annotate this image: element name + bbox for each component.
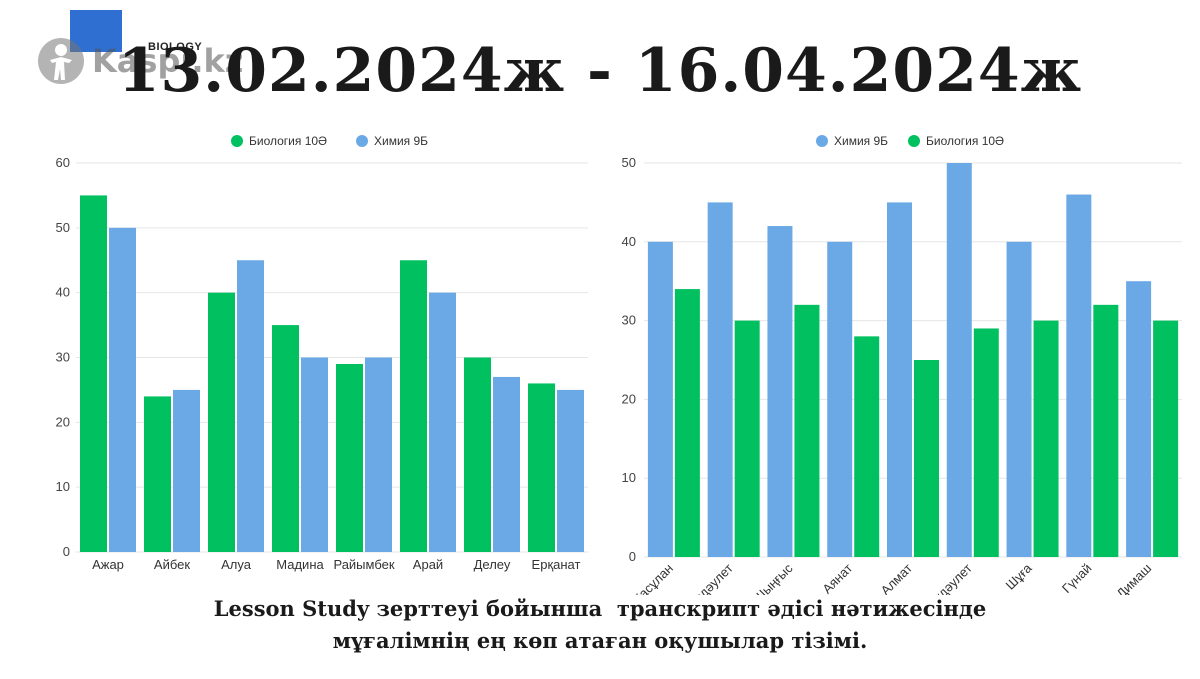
bar-Шыңғыс-series-2 <box>794 304 820 557</box>
bar-Райымбек-series-2 <box>365 357 392 552</box>
x-tick-label: Димаш <box>1113 561 1154 595</box>
bar-Мадина-series-1 <box>272 325 299 552</box>
y-tick-label: 60 <box>56 155 70 170</box>
watermark-text: Kaspi.kz <box>92 42 244 80</box>
legend-swatch <box>356 135 368 147</box>
bar-Аянат-series-1 <box>827 241 853 558</box>
x-tick-label: Нұрдәулет <box>680 560 736 595</box>
bar-Шұға-series-2 <box>1033 320 1059 557</box>
x-tick-label: Аянат <box>819 560 855 595</box>
chart-left: 0 10 20 30 40 50 60 Ажар Айбек Алуа Мадина Райымбек… <box>30 125 600 585</box>
bar-Жасұлан-series-1 <box>647 241 673 558</box>
caption-line-2: мұғалімнің ең көп атаған оқушылар тізімі… <box>332 628 868 653</box>
legend-swatch <box>816 135 828 147</box>
bar-Жасұлан-series-2 <box>674 289 700 557</box>
x-tick-label: Жасұлан <box>627 561 676 595</box>
bar-Нұрдәулет-series-2 <box>734 320 760 557</box>
legend-label: Биология 10Ә <box>926 134 1004 148</box>
legend-label: Химия 9Б <box>834 134 888 148</box>
y-tick-label: 50 <box>622 155 636 170</box>
bar-Шыңғыс-series-1 <box>767 226 793 557</box>
caption-line-1: Lesson Study зерттеуі бойынша транскрипт… <box>213 596 987 621</box>
bar-Шұға-series-1 <box>1006 241 1032 558</box>
logo-block <box>70 10 122 52</box>
x-tick-label: Алмат <box>878 560 916 595</box>
bar-Бақдәулет-series-1 <box>946 163 972 557</box>
bar-Ерқанат-series-2 <box>557 389 584 552</box>
y-tick-label: 20 <box>56 414 70 429</box>
bar-Райымбек-series-1 <box>336 363 363 552</box>
legend-swatch <box>908 135 920 147</box>
watermark: Kaspi.kz <box>36 36 243 86</box>
y-tick-label: 0 <box>63 544 70 559</box>
legend-label: Биология 10Ә <box>249 134 327 148</box>
x-tick-label: Бақдәулет <box>920 560 975 595</box>
bar-Гүнай-series-2 <box>1093 304 1119 557</box>
subject-tag: BIOLOGY <box>148 41 203 53</box>
y-tick-label: 50 <box>56 220 70 235</box>
legend-swatch <box>231 135 243 147</box>
bar-Нұрдәулет-series-1 <box>707 202 733 557</box>
bar-Аянат-series-2 <box>854 336 880 557</box>
y-tick-label: 30 <box>622 313 636 328</box>
bar-Димаш-series-2 <box>1153 320 1179 557</box>
x-tick-label: Ажар <box>92 557 124 572</box>
y-tick-label: 10 <box>56 479 70 494</box>
y-tick-label: 20 <box>622 391 636 406</box>
x-tick-label: Арай <box>413 557 443 572</box>
x-tick-label: Райымбек <box>333 557 394 572</box>
x-tick-label: Делеу <box>474 557 511 572</box>
bar-Арай-series-2 <box>429 292 456 552</box>
y-tick-label: 40 <box>622 234 636 249</box>
y-tick-label: 0 <box>629 549 636 564</box>
x-tick-label: Шыңғыс <box>750 560 796 595</box>
chart-right-svg: 0 10 20 30 40 50 Жасұлан Нұрдәулет Шыңғыс Аянат Ал… <box>622 134 1182 595</box>
bar-Бақдәулет-series-2 <box>973 328 999 557</box>
bar-Делеу-series-2 <box>493 376 520 552</box>
bar-Гүнай-series-1 <box>1066 194 1092 557</box>
legend-label: Химия 9Б <box>374 134 428 148</box>
bar-Алмат-series-1 <box>887 202 912 557</box>
bar-Делеу-series-1 <box>464 357 491 552</box>
bar-Мадина-series-2 <box>301 357 328 552</box>
x-tick-label: Ерқанат <box>532 557 581 572</box>
chart-right: 0 10 20 30 40 50 Жасұлан Нұрдәулет Шыңғыс Аянат Ал… <box>600 125 1200 595</box>
bar-Алмат-series-2 <box>914 360 939 557</box>
caption: Lesson Study зерттеуі бойынша транскрипт… <box>0 593 1200 657</box>
bar-Арай-series-1 <box>400 260 427 552</box>
bar-Ажар-series-2 <box>109 227 136 552</box>
x-tick-label: Шұға <box>1003 560 1036 593</box>
watermark-figure-icon <box>38 38 84 84</box>
x-tick-label: Гүнай <box>1059 561 1095 595</box>
chart-left-svg: 0 10 20 30 40 50 60 Ажар Айбек Алуа Мадина Райымбек… <box>56 134 588 572</box>
bar-Ажар-series-1 <box>80 195 107 552</box>
bar-Димаш-series-1 <box>1126 281 1152 557</box>
bar-Айбек-series-1 <box>144 396 171 552</box>
bar-Айбек-series-2 <box>173 389 200 552</box>
y-tick-label: 30 <box>56 350 70 365</box>
bar-Алуа-series-1 <box>208 292 235 552</box>
x-tick-label: Мадина <box>276 557 324 572</box>
y-tick-label: 40 <box>56 285 70 300</box>
bar-Алуа-series-2 <box>237 260 264 552</box>
y-tick-label: 10 <box>622 470 636 485</box>
x-tick-label: Айбек <box>154 557 190 572</box>
bar-Ерқанат-series-1 <box>528 383 555 552</box>
x-tick-label: Алуа <box>221 557 252 572</box>
page-title: 13.02.2024ж - 16.04.2024ж <box>117 36 1083 106</box>
